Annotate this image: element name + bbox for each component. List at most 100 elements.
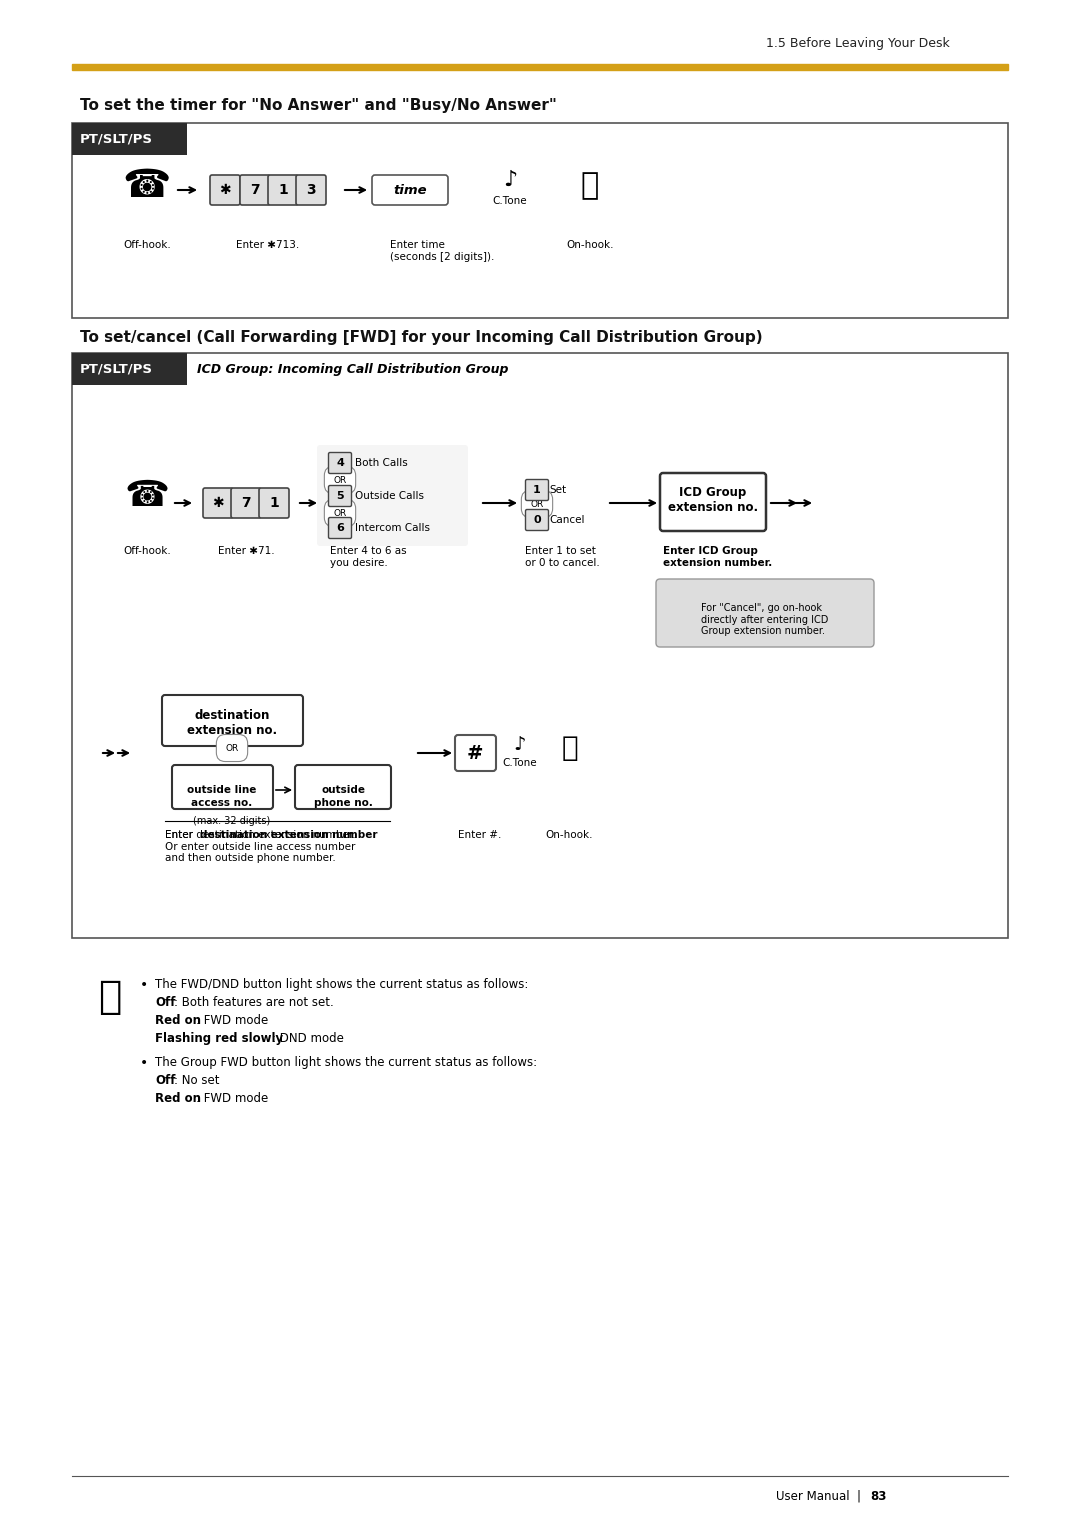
- Text: ☎: ☎: [124, 478, 170, 513]
- Text: OR: OR: [226, 744, 239, 752]
- Text: #: #: [467, 744, 483, 762]
- Text: : FWD mode: : FWD mode: [195, 1093, 268, 1105]
- FancyBboxPatch shape: [328, 518, 351, 538]
- Text: Red on: Red on: [156, 1015, 201, 1027]
- Text: 7: 7: [241, 497, 251, 510]
- FancyBboxPatch shape: [210, 176, 240, 205]
- Text: On-hook.: On-hook.: [545, 830, 593, 840]
- Text: Enter ✱71.: Enter ✱71.: [218, 545, 274, 556]
- Text: Enter ✱713.: Enter ✱713.: [237, 240, 299, 251]
- Text: User Manual: User Manual: [777, 1490, 850, 1504]
- Text: Off-hook.: Off-hook.: [123, 240, 171, 251]
- Text: 1: 1: [269, 497, 279, 510]
- Text: 1: 1: [279, 183, 288, 197]
- Text: Enter destination extension number.
Or enter outside line access number
and then: Enter destination extension number. Or e…: [165, 830, 355, 863]
- Text: 4: 4: [336, 458, 343, 468]
- Bar: [72, 64, 1008, 70]
- Text: 1: 1: [534, 484, 541, 495]
- Text: ♪: ♪: [503, 170, 517, 189]
- FancyBboxPatch shape: [526, 509, 549, 530]
- Text: Enter time
(seconds [2 digits]).: Enter time (seconds [2 digits]).: [390, 240, 495, 261]
- Text: ♪: ♪: [514, 735, 526, 753]
- Text: 6: 6: [336, 523, 343, 533]
- FancyBboxPatch shape: [295, 766, 391, 808]
- Text: Red on: Red on: [156, 1093, 201, 1105]
- Text: outside line: outside line: [187, 785, 257, 795]
- Text: ☎: ☎: [123, 167, 172, 205]
- Text: Intercom Calls: Intercom Calls: [355, 523, 430, 533]
- Text: access no.: access no.: [191, 798, 253, 808]
- Text: phone no.: phone no.: [313, 798, 373, 808]
- FancyBboxPatch shape: [162, 695, 303, 746]
- Text: On-hook.: On-hook.: [566, 240, 613, 251]
- Text: Outside Calls: Outside Calls: [355, 490, 424, 501]
- Text: destination: destination: [194, 709, 270, 721]
- Text: extension no.: extension no.: [187, 723, 278, 736]
- Text: Off: Off: [156, 1074, 175, 1086]
- Text: OR: OR: [530, 500, 543, 509]
- FancyBboxPatch shape: [328, 452, 351, 474]
- Text: PT/SLT/PS: PT/SLT/PS: [80, 362, 153, 376]
- Text: |: |: [856, 1490, 860, 1504]
- Bar: [72, 353, 187, 385]
- Text: To set/cancel (Call Forwarding [FWD] for your Incoming Call Distribution Group): To set/cancel (Call Forwarding [FWD] for…: [80, 330, 762, 345]
- Text: (max. 32 digits): (max. 32 digits): [193, 816, 271, 827]
- FancyBboxPatch shape: [268, 176, 298, 205]
- Text: Enter 4 to 6 as
you desire.: Enter 4 to 6 as you desire.: [330, 545, 407, 567]
- FancyBboxPatch shape: [656, 579, 874, 646]
- Text: OR: OR: [334, 475, 347, 484]
- Text: Off: Off: [156, 996, 175, 1008]
- Text: : Both features are not set.: : Both features are not set.: [174, 996, 334, 1008]
- Text: For "Cancel", go on-hook
directly after entering ICD
Group extension number.: For "Cancel", go on-hook directly after …: [701, 604, 828, 636]
- Text: C.Tone: C.Tone: [502, 758, 538, 769]
- Text: 5: 5: [336, 490, 343, 501]
- Text: 0: 0: [534, 515, 541, 526]
- Text: 1.5 Before Leaving Your Desk: 1.5 Before Leaving Your Desk: [766, 37, 950, 50]
- Text: 📞: 📞: [562, 733, 578, 762]
- Text: OR: OR: [334, 509, 347, 518]
- Text: ICD Group: ICD Group: [679, 486, 746, 498]
- Text: extension no.: extension no.: [667, 501, 758, 513]
- Text: : DND mode: : DND mode: [272, 1031, 343, 1045]
- Text: 7: 7: [251, 183, 260, 197]
- Bar: [72, 353, 1008, 938]
- Text: To set the timer for "No Answer" and "Busy/No Answer": To set the timer for "No Answer" and "Bu…: [80, 98, 557, 113]
- FancyBboxPatch shape: [296, 176, 326, 205]
- Text: ✱: ✱: [212, 497, 224, 510]
- FancyBboxPatch shape: [172, 766, 273, 808]
- Text: 📋: 📋: [98, 978, 122, 1016]
- Text: ✱: ✱: [219, 183, 231, 197]
- Text: 3: 3: [307, 183, 315, 197]
- FancyBboxPatch shape: [372, 176, 448, 205]
- Text: •: •: [140, 978, 148, 992]
- Text: : FWD mode: : FWD mode: [195, 1015, 268, 1027]
- Text: Set: Set: [549, 484, 566, 495]
- Text: •: •: [140, 1056, 148, 1070]
- Bar: [72, 122, 1008, 318]
- FancyBboxPatch shape: [240, 176, 270, 205]
- FancyBboxPatch shape: [203, 487, 233, 518]
- Text: The FWD/DND button light shows the current status as follows:: The FWD/DND button light shows the curre…: [156, 978, 528, 992]
- FancyBboxPatch shape: [318, 445, 468, 545]
- Text: Flashing red slowly: Flashing red slowly: [156, 1031, 283, 1045]
- FancyBboxPatch shape: [231, 487, 261, 518]
- Text: : No set: : No set: [174, 1074, 219, 1086]
- Text: The Group FWD button light shows the current status as follows:: The Group FWD button light shows the cur…: [156, 1056, 537, 1070]
- Text: Enter #.: Enter #.: [458, 830, 501, 840]
- Text: 📞: 📞: [581, 171, 599, 200]
- Text: Enter 1 to set
or 0 to cancel.: Enter 1 to set or 0 to cancel.: [525, 545, 599, 567]
- Text: Enter: Enter: [165, 830, 197, 840]
- FancyBboxPatch shape: [455, 735, 496, 772]
- Text: time: time: [393, 183, 427, 197]
- FancyBboxPatch shape: [526, 480, 549, 501]
- Text: Both Calls: Both Calls: [355, 458, 408, 468]
- FancyBboxPatch shape: [328, 486, 351, 506]
- Text: outside: outside: [321, 785, 365, 795]
- Text: Cancel: Cancel: [549, 515, 584, 526]
- Bar: [72, 122, 187, 154]
- Text: PT/SLT/PS: PT/SLT/PS: [80, 133, 153, 145]
- Text: Enter ICD Group
extension number.: Enter ICD Group extension number.: [663, 545, 772, 567]
- Text: Off-hook.: Off-hook.: [123, 545, 171, 556]
- FancyBboxPatch shape: [660, 474, 766, 532]
- Text: C.Tone: C.Tone: [492, 196, 527, 206]
